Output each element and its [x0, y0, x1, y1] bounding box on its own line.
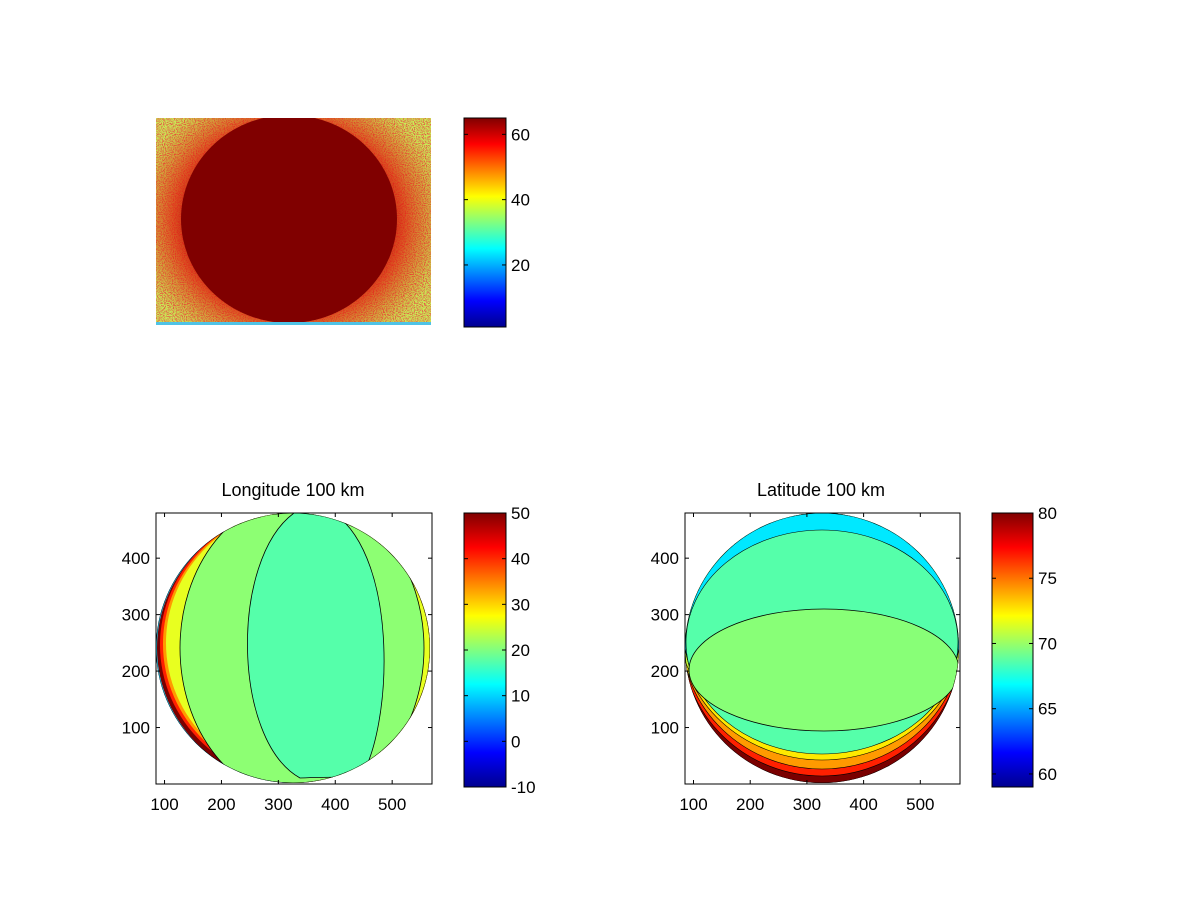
longitude-x-tick-label: 300: [264, 795, 292, 814]
latitude-colorbar: 60 65 70 75 80: [991, 504, 1057, 788]
longitude-colorbar-tick-label: 40: [511, 550, 530, 569]
latitude-axis-ticks: 100 200 300 400 500 100 200 300 400: [651, 513, 960, 814]
latitude-x-tick-label: 400: [849, 795, 877, 814]
latitude-y-tick-label: 400: [651, 549, 679, 568]
longitude-band-center: [247, 513, 385, 779]
image-colorbar-tick-label: 40: [511, 191, 530, 210]
longitude-colorbar-tick-label: 0: [511, 732, 520, 751]
latitude-x-tick-label: 100: [679, 795, 707, 814]
longitude-colorbar-tick-label: 50: [511, 504, 530, 523]
longitude-colorbar-tick-label: 10: [511, 687, 530, 706]
latitude-axes-frame: [684, 512, 961, 785]
latitude-x-tick-label: 200: [736, 795, 764, 814]
longitude-title: Longitude 100 km: [221, 480, 364, 500]
longitude-colorbar-tick-label: 20: [511, 641, 530, 660]
longitude-panel: Longitude 100 km 100 200 300 400 50010020030…: [122, 480, 536, 814]
longitude-y-tick-label: 200: [122, 662, 150, 681]
latitude-colorbar-tick-label: 65: [1038, 700, 1057, 719]
latitude-colorbar-tick-label: 70: [1038, 634, 1057, 653]
longitude-x-tick-label: 100: [150, 795, 178, 814]
longitude-y-tick-label: 400: [122, 549, 150, 568]
longitude-colorbar-gradient: [463, 512, 507, 788]
longitude-y-tick-label: 300: [122, 606, 150, 625]
latitude-colorbar-tick-label: 60: [1038, 765, 1057, 784]
latitude-x-tick-label: 500: [906, 795, 934, 814]
longitude-colorbar: -10 0 10 20 30 40 50: [463, 504, 536, 797]
latitude-y-tick-label: 200: [651, 662, 679, 681]
image-disk: [181, 118, 397, 323]
image-colorbar-gradient: [463, 117, 507, 328]
image-bottom-edge: [156, 322, 431, 325]
longitude-x-tick-label: 200: [207, 795, 235, 814]
longitude-x-tick-label: 500: [378, 795, 406, 814]
longitude-colorbar-tick-label: 30: [511, 595, 530, 614]
latitude-x-tick-label: 300: [793, 795, 821, 814]
image-colorbar-tick-label: 20: [511, 256, 530, 275]
longitude-axis-ticks: 100 200 300 400 500 100 200 300 400: [122, 513, 432, 814]
image-colorbar-tick-label: 60: [511, 125, 530, 144]
latitude-title: Latitude 100 km: [757, 480, 885, 500]
latitude-y-tick-label: 100: [651, 719, 679, 738]
latitude-colorbar-gradient: [991, 512, 1034, 788]
latitude-colorbar-tick-label: 75: [1038, 569, 1057, 588]
latitude-panel: Latitude 100 km 100 200 300 400 500 100 200 300…: [651, 480, 1057, 814]
image-panel: 20 40 60: [156, 117, 530, 328]
longitude-axes-frame: [155, 512, 433, 785]
latitude-band-green: [688, 608, 959, 732]
longitude-y-tick-label: 100: [122, 719, 150, 738]
longitude-x-tick-label: 400: [321, 795, 349, 814]
latitude-y-tick-label: 300: [651, 606, 679, 625]
image-colorbar: 20 40 60: [463, 117, 530, 328]
latitude-colorbar-tick-label: 80: [1038, 504, 1057, 523]
longitude-colorbar-tick-label: -10: [511, 778, 536, 797]
